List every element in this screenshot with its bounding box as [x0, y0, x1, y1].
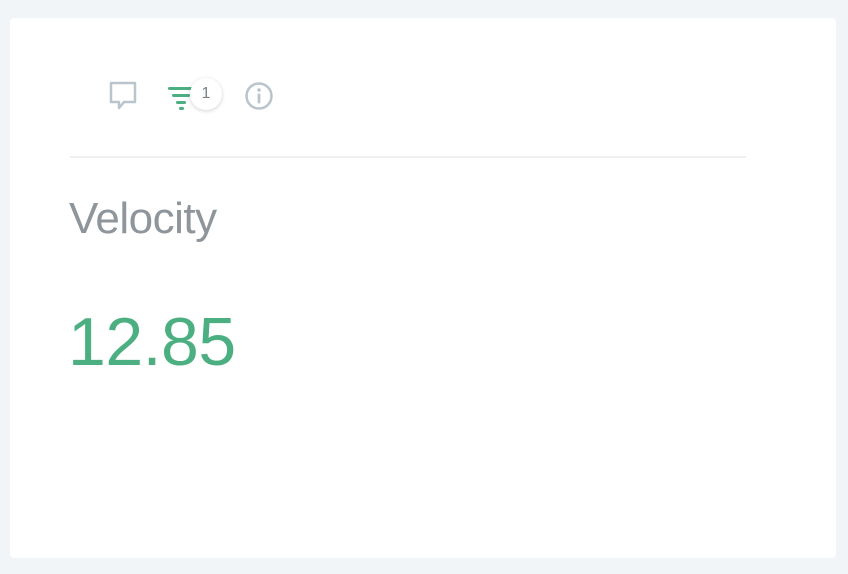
comment-button[interactable] [108, 81, 138, 111]
metric-label: Velocity [69, 194, 217, 243]
info-icon [245, 82, 273, 110]
metric-card: 1 Velocity 12.85 [10, 18, 836, 558]
card-toolbar: 1 [108, 78, 274, 114]
metric-value: 12.85 [68, 304, 236, 380]
filter-button[interactable]: 1 [166, 78, 222, 111]
info-button[interactable] [244, 81, 274, 111]
comment-icon [109, 81, 137, 110]
filter-icon [168, 87, 194, 110]
filter-count-badge: 1 [190, 78, 222, 110]
divider [70, 156, 746, 158]
